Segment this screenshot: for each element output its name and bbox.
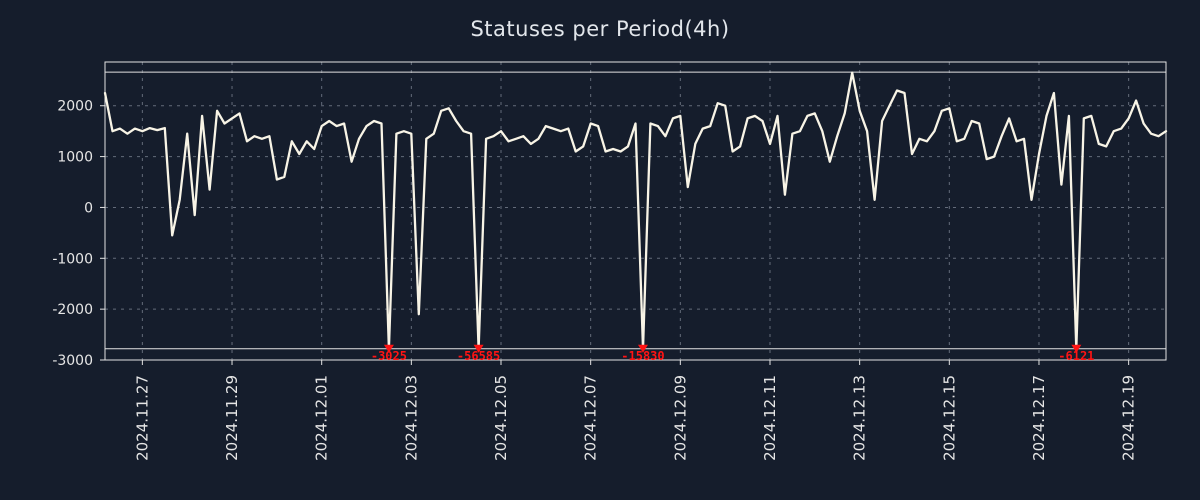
spike-value-label: -15830 [621,349,664,363]
x-tick-label: 2024.12.07 [582,375,600,461]
y-tick-label: -2000 [52,302,93,318]
x-tick-label: 2024.12.19 [1120,375,1138,461]
x-tick-label: 2024.12.17 [1030,375,1048,461]
x-tick-label: 2024.11.29 [223,375,241,461]
spike-marker-icon [637,344,648,353]
plot-border [104,61,1167,361]
y-tick-label: -3000 [52,353,93,369]
x-tick-label: 2024.12.15 [940,375,958,461]
x-tick-label: 2024.12.13 [851,375,869,461]
x-tick-label: 2024.12.05 [492,375,510,461]
spike-value-label: -3025 [371,349,407,363]
spike-marker-icon [473,344,484,353]
x-tick-label: 2024.12.01 [313,375,331,461]
statuses-series-line [103,71,1168,350]
spike-marker-icon [383,344,394,353]
chart-title: Statuses per Period(4h) [470,17,730,41]
y-tick-label: 0 [84,200,93,216]
spike-marker-icon [1071,344,1082,353]
x-tick-label: 2024.12.11 [761,375,779,461]
y-tick-label: -1000 [52,251,93,267]
spike-value-label: -6121 [1058,349,1094,363]
spike-value-label: -56585 [457,349,500,363]
x-tick-label: 2024.11.27 [133,375,151,461]
y-tick-label: 2000 [57,99,93,115]
x-tick-label: 2024.12.09 [671,375,689,461]
x-tick-label: 2024.12.03 [402,375,420,461]
y-tick-label: 1000 [57,150,93,166]
